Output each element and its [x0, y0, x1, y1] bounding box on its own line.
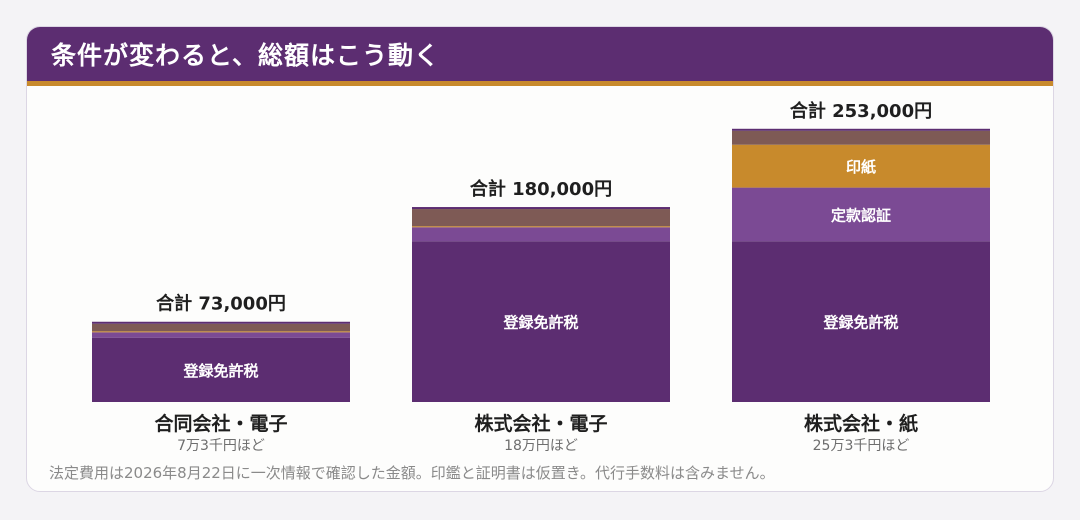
bar-segment-2-4 [412, 209, 670, 227]
bar-segment-1-4 [92, 323, 350, 332]
bar-segment-2-3 [412, 226, 670, 228]
category-sublabel: 7万3千円ほど [177, 438, 265, 454]
total-label: 合計 180,000円 [470, 178, 612, 200]
category-label: 合同会社・電子 [154, 412, 287, 435]
bar-segment-1-2 [92, 332, 350, 338]
segment-label: 登録免許税 [822, 314, 898, 332]
total-label: 合計 253,000円 [790, 100, 932, 122]
segment-label: 登録免許税 [502, 314, 578, 332]
segment-label: 印紙 [846, 158, 876, 176]
bar-top-edge [92, 321, 350, 324]
bar-top-edge [412, 207, 670, 210]
chart-title: 条件が変わると、総額はこう動く [51, 41, 441, 70]
category-label: 株式会社・紙 [804, 412, 918, 435]
footnote: 法定費用は2026年8月22日に一次情報で確認した金額。印鑑と証明書は仮置き。代… [49, 464, 775, 482]
bar-segment-3-3 [732, 144, 990, 188]
category-sublabel: 25万3千円ほど [813, 438, 910, 454]
segment-label: 定款認証 [831, 206, 891, 224]
bar-segment-2-1 [412, 241, 670, 402]
chart-card: 条件が変わると、総額はこう動く 登録免許税 合計 73,000円 合同会社・電子 7万… [26, 26, 1054, 492]
bar-segment-3-4 [732, 130, 990, 145]
bar-top-edge [732, 128, 990, 131]
total-label: 合計 73,000円 [156, 293, 286, 315]
category-label: 株式会社・電子 [474, 412, 607, 435]
bar-segment-1-1 [92, 337, 350, 402]
bar-segment-2-2 [412, 227, 670, 242]
bar-segment-1-3 [92, 331, 350, 333]
header-bar: 条件が変わると、総額はこう動く [27, 27, 1053, 86]
segment-label: 登録免許税 [182, 362, 258, 380]
bar-segment-3-1 [732, 241, 990, 402]
bar-segment-3-2 [732, 187, 990, 242]
category-sublabel: 18万円ほど [504, 438, 578, 454]
